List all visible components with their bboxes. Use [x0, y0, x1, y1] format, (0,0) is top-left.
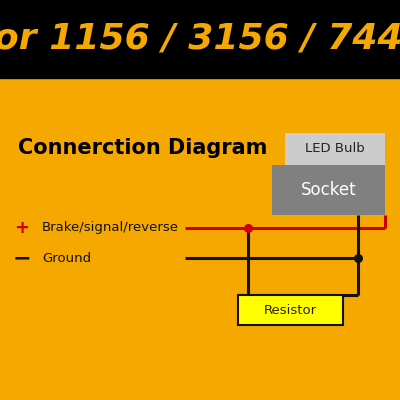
Bar	[285, 133, 385, 165]
Text: Resistor: Resistor	[264, 304, 317, 316]
Bar	[238, 295, 343, 325]
Text: Brake/signal/reverse: Brake/signal/reverse	[42, 222, 179, 234]
Text: Connerction Diagram: Connerction Diagram	[18, 138, 267, 158]
Text: Ground: Ground	[42, 252, 91, 264]
Text: −: −	[13, 248, 31, 268]
Text: Socket: Socket	[301, 181, 356, 199]
Text: For 1156 / 3156 / 7440: For 1156 / 3156 / 7440	[0, 22, 400, 56]
Bar	[272, 165, 385, 215]
Text: LED Bulb: LED Bulb	[305, 142, 365, 156]
Bar	[0, 0, 400, 78]
Text: +: +	[14, 219, 30, 237]
